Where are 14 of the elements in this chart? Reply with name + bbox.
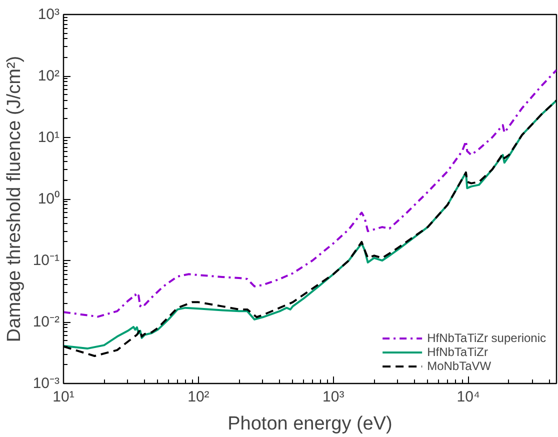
y-axis-title: Damage threshold fluence (J/cm²) (4, 56, 25, 342)
x-tick-label: 10³ (322, 388, 344, 406)
y-tick-label: 10⁰ (38, 190, 60, 208)
legend-label: MoNbTaVW (427, 359, 492, 373)
x-tick-label: 10⁴ (456, 388, 480, 406)
x-axis-title: Photon energy (eV) (228, 414, 392, 434)
x-tick-label: 10² (188, 388, 210, 406)
legend-label: HfNbTaTiZr superionic (427, 331, 546, 345)
y-tick-label: 10⁻¹ (32, 252, 60, 269)
y-tick-label: 10¹ (38, 129, 60, 146)
legend-label: HfNbTaTiZr (427, 345, 488, 359)
y-tick-label: 10⁻² (32, 314, 60, 330)
y-tick-label: 10³ (38, 6, 60, 23)
y-tick-label: 10² (38, 68, 60, 84)
